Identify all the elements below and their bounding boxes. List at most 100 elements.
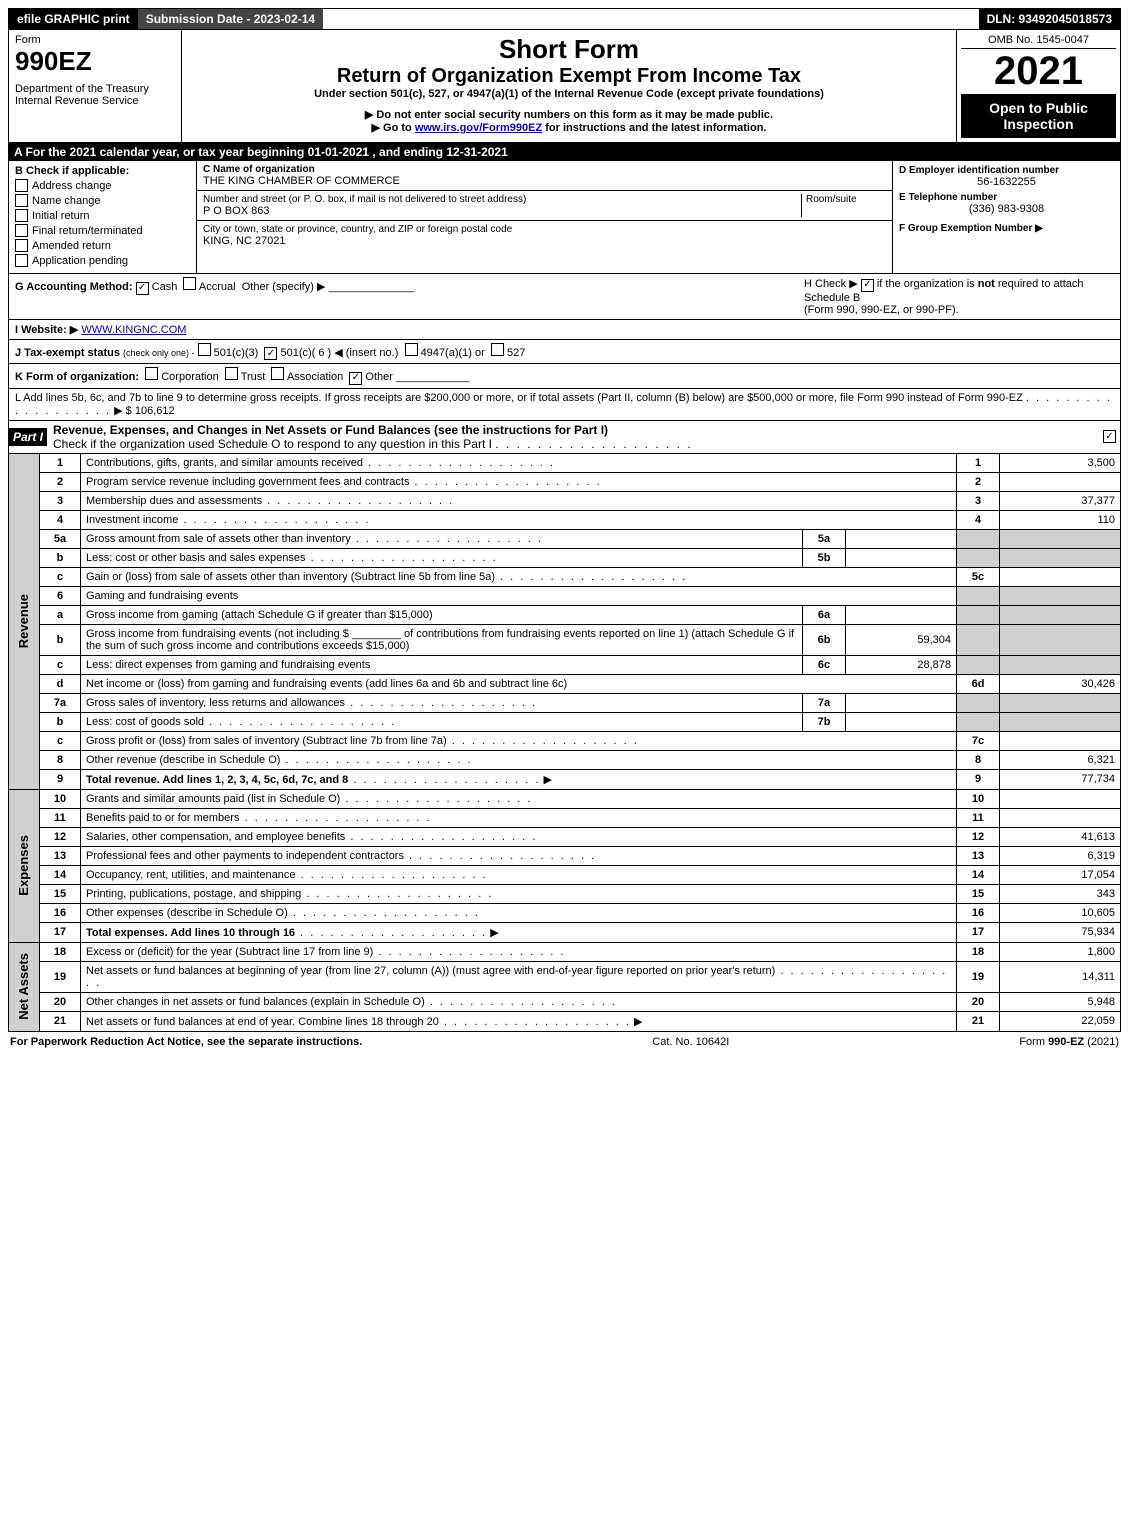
i-label: I Website: ▶ [15, 324, 78, 336]
cb-address-change[interactable]: Address change [15, 179, 190, 192]
part1-header-row: Part I Revenue, Expenses, and Changes in… [8, 421, 1121, 454]
footer-cat: Cat. No. 10642I [652, 1036, 729, 1048]
val-9: 77,734 [1000, 769, 1121, 789]
val-3: 37,377 [1000, 491, 1121, 510]
cb-initial-return[interactable]: Initial return [15, 209, 190, 222]
dept-line2: Internal Revenue Service [15, 95, 175, 107]
val-2 [1000, 472, 1121, 491]
col-d-ids: D Employer identification number 56-1632… [893, 161, 1120, 273]
col-b-checkboxes: B Check if applicable: Address change Na… [9, 161, 197, 273]
val-19: 14,311 [1000, 961, 1121, 992]
cb-501c[interactable]: ✓ [264, 347, 277, 360]
row-k-org: K Form of organization: Corporation Trus… [8, 364, 1121, 389]
k-label: K Form of organization: [15, 371, 139, 383]
cb-4947[interactable] [405, 343, 418, 356]
cb-amended[interactable]: Amended return [15, 239, 190, 252]
info-grid: B Check if applicable: Address change Na… [8, 161, 1121, 274]
g-label: G Accounting Method: [15, 281, 133, 293]
vlabel-netassets: Net Assets [14, 949, 33, 1024]
vlabel-revenue: Revenue [14, 590, 33, 652]
room-lbl: Room/suite [801, 194, 886, 217]
note-ssn: ▶ Do not enter social security numbers o… [186, 108, 952, 121]
cb-name-change[interactable]: Name change [15, 194, 190, 207]
b-heading: B Check if applicable: [15, 165, 190, 177]
val-21: 22,059 [1000, 1011, 1121, 1031]
row-g-h: G Accounting Method: ✓ Cash Accrual Othe… [8, 274, 1121, 320]
cb-other-org[interactable]: ✓ [349, 372, 362, 385]
form-word: Form [15, 34, 175, 46]
telephone: (336) 983-9308 [899, 203, 1114, 215]
cb-part1-scho[interactable]: ✓ [1103, 430, 1116, 443]
cb-assoc[interactable] [271, 367, 284, 380]
header-right: OMB No. 1545-0047 2021 Open to Public In… [956, 30, 1120, 142]
val-8: 6,321 [1000, 750, 1121, 769]
goto-pre: ▶ Go to [372, 122, 415, 134]
c-name-lbl: C Name of organization [203, 164, 886, 175]
footer-right: Form 990-EZ (2021) [1019, 1036, 1119, 1048]
subtitle: Under section 501(c), 527, or 4947(a)(1)… [186, 88, 952, 100]
tel-lbl: E Telephone number [899, 192, 1114, 203]
dept-line1: Department of the Treasury [15, 83, 175, 95]
ein-lbl: D Employer identification number [899, 165, 1114, 176]
open-public: Open to Public Inspection [961, 94, 1116, 138]
cb-final-return[interactable]: Final return/terminated [15, 224, 190, 237]
form-header: Form 990EZ Department of the Treasury In… [8, 30, 1121, 143]
section-a-period: A For the 2021 calendar year, or tax yea… [8, 143, 1121, 161]
efile-label[interactable]: efile GRAPHIC print [9, 9, 138, 29]
omb: OMB No. 1545-0047 [961, 34, 1116, 49]
val-6b: 59,304 [846, 624, 957, 655]
vlabel-expenses: Expenses [14, 831, 33, 900]
cb-trust[interactable] [225, 367, 238, 380]
cb-cash[interactable]: ✓ [136, 282, 149, 295]
goto-post: for instructions and the latest informat… [545, 122, 766, 134]
street-lbl: Number and street (or P. O. box, if mail… [203, 194, 801, 205]
val-4: 110 [1000, 510, 1121, 529]
dln: DLN: 93492045018573 [979, 9, 1120, 29]
top-bar: efile GRAPHIC print Submission Date - 20… [8, 8, 1121, 30]
val-16: 10,605 [1000, 903, 1121, 922]
header-left: Form 990EZ Department of the Treasury In… [9, 30, 182, 142]
irs-link[interactable]: www.irs.gov/Form990EZ [415, 122, 542, 134]
form-number: 990EZ [15, 46, 175, 77]
org-name: THE KING CHAMBER OF COMMERCE [203, 175, 886, 187]
cb-h[interactable]: ✓ [861, 279, 874, 292]
city-state-zip: KING, NC 27021 [203, 235, 886, 247]
val-6c: 28,878 [846, 655, 957, 674]
val-14: 17,054 [1000, 865, 1121, 884]
h-schedule-b: H Check ▶ ✓ if the organization is not r… [804, 277, 1114, 316]
footer-left: For Paperwork Reduction Act Notice, see … [10, 1036, 362, 1048]
row-i-website: I Website: ▶ WWW.KINGNC.COM [8, 320, 1121, 340]
cb-accrual[interactable] [183, 277, 196, 290]
cb-501c3[interactable] [198, 343, 211, 356]
header-center: Short Form Return of Organization Exempt… [182, 30, 956, 142]
footer: For Paperwork Reduction Act Notice, see … [8, 1032, 1121, 1052]
val-13: 6,319 [1000, 846, 1121, 865]
val-12: 41,613 [1000, 827, 1121, 846]
tax-year: 2021 [961, 49, 1116, 94]
l-text: L Add lines 5b, 6c, and 7b to line 9 to … [15, 392, 1023, 404]
row-l-gross: L Add lines 5b, 6c, and 7b to line 9 to … [8, 389, 1121, 421]
val-18: 1,800 [1000, 942, 1121, 961]
gross-receipts: 106,612 [135, 405, 175, 417]
g-other: Other (specify) ▶ [242, 281, 326, 293]
cb-527[interactable] [491, 343, 504, 356]
lines-table: Revenue 1 Contributions, gifts, grants, … [8, 454, 1121, 1032]
part1-check-note: Check if the organization used Schedule … [53, 437, 492, 451]
cb-corp[interactable] [145, 367, 158, 380]
title-return: Return of Organization Exempt From Incom… [186, 65, 952, 88]
group-exemption-lbl: F Group Exemption Number ▶ [899, 223, 1114, 234]
part1-label: Part I [9, 428, 47, 446]
street: P O BOX 863 [203, 205, 801, 217]
val-6d: 30,426 [1000, 674, 1121, 693]
val-20: 5,948 [1000, 992, 1121, 1011]
val-1: 3,500 [1000, 454, 1121, 473]
website-link[interactable]: WWW.KINGNC.COM [81, 324, 186, 336]
ein: 56-1632255 [899, 176, 1114, 188]
val-15: 343 [1000, 884, 1121, 903]
g-accounting: G Accounting Method: ✓ Cash Accrual Othe… [15, 277, 804, 316]
part1-title: Revenue, Expenses, and Changes in Net As… [53, 423, 608, 437]
row-j-status: J Tax-exempt status (check only one) - 5… [8, 340, 1121, 365]
val-17: 75,934 [1000, 922, 1121, 942]
cb-pending[interactable]: Application pending [15, 254, 190, 267]
title-short-form: Short Form [186, 34, 952, 65]
